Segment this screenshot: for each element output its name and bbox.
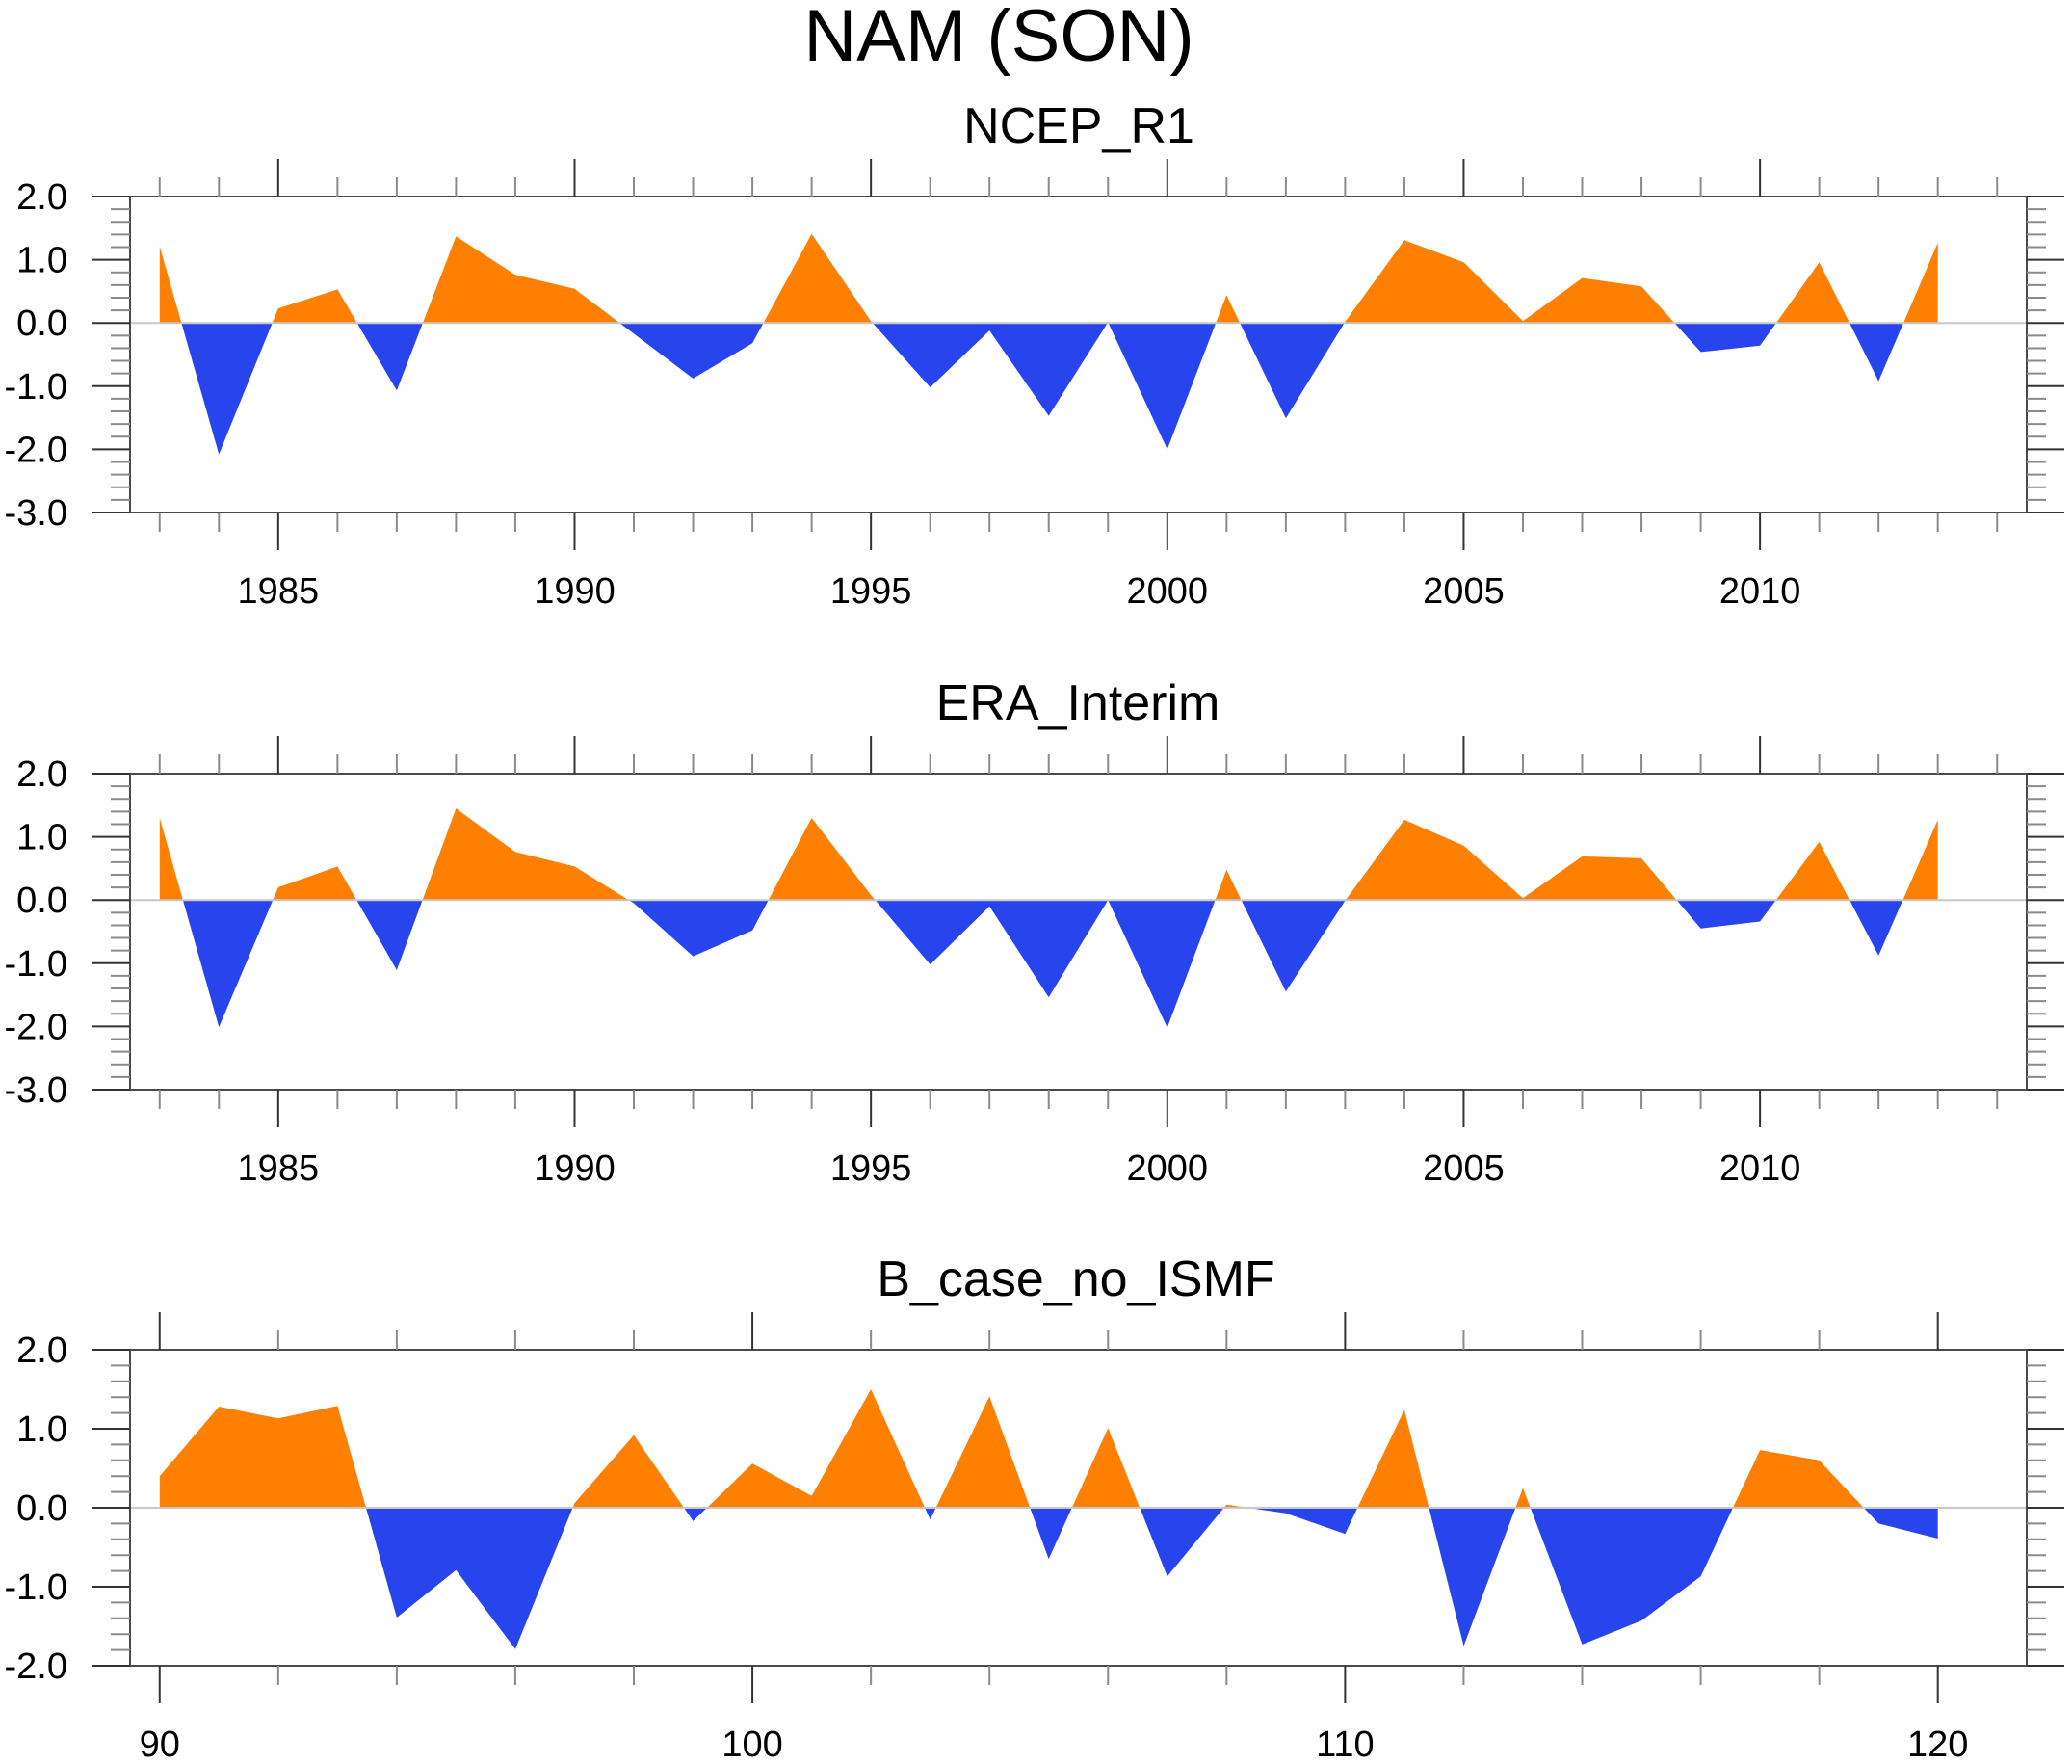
positive-area	[159, 817, 183, 901]
x-tick-label: 2005	[1423, 571, 1505, 612]
x-tick-label: 110	[1316, 1725, 1375, 1764]
x-tick-label: 1985	[238, 1148, 320, 1189]
y-tick-label: 0.0	[16, 303, 67, 344]
axes: 1985 1990 1995 2000 2005 2010 2.0 1.0 0.0 -1.0 -2.…	[5, 159, 2064, 612]
negative-area	[1247, 1508, 1358, 1535]
negative-area	[628, 900, 769, 957]
negative-area	[182, 900, 274, 1028]
positive-area	[159, 246, 182, 324]
figure-title: NAM (SON)	[803, 0, 1193, 77]
negative-area	[1108, 323, 1217, 450]
negative-area	[1849, 900, 1903, 956]
panel-era-interim: ERA_Interim 1985 1990 1995 2000 2005 20102.01…	[5, 675, 2064, 1189]
axes: 90 100 110 120 2.0 1.0 0.0 -1.0 -2.0	[5, 1312, 2064, 1764]
positive-area	[1775, 841, 1850, 901]
positive-area	[1357, 1409, 1429, 1508]
x-tick-label: 1990	[534, 1148, 616, 1189]
x-tick-label: 100	[721, 1725, 782, 1764]
y-tick-label: -3.0	[5, 493, 67, 534]
positive-area	[763, 233, 873, 324]
panel-title: NCEP_R1	[963, 98, 1194, 154]
y-tick-label: 2.0	[16, 177, 67, 218]
x-tick-label: 1995	[830, 571, 912, 612]
x-tick-label: 2005	[1423, 1148, 1505, 1189]
positive-area	[1071, 1428, 1141, 1508]
x-tick-label: 2000	[1127, 1148, 1209, 1189]
x-tick-label: 2010	[1719, 571, 1801, 612]
negative-area	[1429, 1508, 1516, 1646]
y-tick-label: -2.0	[5, 1007, 67, 1047]
positive-area	[272, 289, 357, 324]
negative-area	[1849, 323, 1903, 382]
positive-area	[159, 1406, 366, 1508]
x-tick-label: 2010	[1719, 1148, 1801, 1189]
positive-area	[1902, 819, 1938, 901]
negative-area	[1241, 900, 1346, 992]
area-fills	[159, 808, 1938, 1028]
negative-area	[1676, 900, 1776, 929]
positive-area	[1345, 819, 1677, 901]
y-tick-label: -2.0	[5, 1646, 67, 1687]
negative-area	[1530, 1508, 1733, 1645]
negative-area	[1240, 323, 1345, 419]
panel-ncep-r1: NCEP_R1 1985 1990 1995 2000 2005 2010 2.0 1.0 0.…	[5, 98, 2064, 612]
y-tick-label: 1.0	[16, 818, 67, 858]
positive-area	[1344, 240, 1675, 324]
negative-area	[356, 323, 423, 391]
negative-area	[872, 323, 1108, 416]
positive-area	[1215, 869, 1242, 901]
negative-area	[1108, 900, 1216, 1028]
positive-area	[422, 236, 620, 324]
positive-area	[422, 808, 629, 901]
panel-b-case-no-ismf: B_case_no_ISMF 90 100 110 120 2.0 1.0 0.0 -1.0 -…	[5, 1251, 2064, 1764]
positive-area	[1903, 242, 1938, 324]
negative-area	[925, 1508, 936, 1520]
x-tick-label: 120	[1907, 1725, 1968, 1764]
positive-area	[768, 817, 876, 901]
negative-area	[181, 323, 273, 455]
negative-area	[619, 323, 764, 379]
x-tick-label: 1990	[534, 571, 616, 612]
positive-area	[1733, 1450, 1864, 1508]
positive-area	[572, 1435, 684, 1508]
negative-area	[1674, 323, 1776, 353]
y-tick-label: 2.0	[16, 1330, 67, 1371]
y-tick-label: 0.0	[16, 1488, 67, 1529]
negative-area	[684, 1508, 707, 1521]
positive-area	[935, 1396, 1031, 1508]
positive-area	[1515, 1488, 1531, 1508]
x-tick-label: 1995	[830, 1148, 912, 1189]
y-tick-label: -2.0	[5, 430, 67, 470]
panel-title: ERA_Interim	[936, 675, 1220, 731]
positive-area	[706, 1389, 926, 1508]
y-tick-label: 2.0	[16, 754, 67, 795]
negative-area	[875, 900, 1109, 998]
positive-area	[273, 866, 357, 901]
positive-area	[1775, 262, 1850, 324]
y-tick-label: 1.0	[16, 241, 67, 281]
negative-area	[1863, 1508, 1938, 1539]
area-fills	[159, 233, 1938, 455]
negative-area	[356, 900, 423, 970]
y-tick-label: -1.0	[5, 944, 67, 985]
panel-title: B_case_no_ISMF	[877, 1251, 1274, 1307]
x-tick-label: 2000	[1127, 571, 1209, 612]
x-tick-label: 90	[140, 1725, 180, 1764]
negative-area	[1030, 1508, 1072, 1560]
negative-area	[1140, 1508, 1224, 1577]
negative-area	[366, 1508, 573, 1649]
y-tick-label: -1.0	[5, 1567, 67, 1608]
axes: 1985 1990 1995 2000 2005 2010 2.0 1.0 0.0 -1.0 -2.…	[5, 736, 2064, 1189]
y-tick-label: -3.0	[5, 1070, 67, 1111]
area-fills	[159, 1389, 1938, 1649]
y-tick-label: 1.0	[16, 1409, 67, 1450]
y-tick-label: 0.0	[16, 881, 67, 921]
positive-area	[1216, 295, 1241, 324]
x-tick-label: 1985	[238, 571, 320, 612]
y-tick-label: -1.0	[5, 367, 67, 408]
